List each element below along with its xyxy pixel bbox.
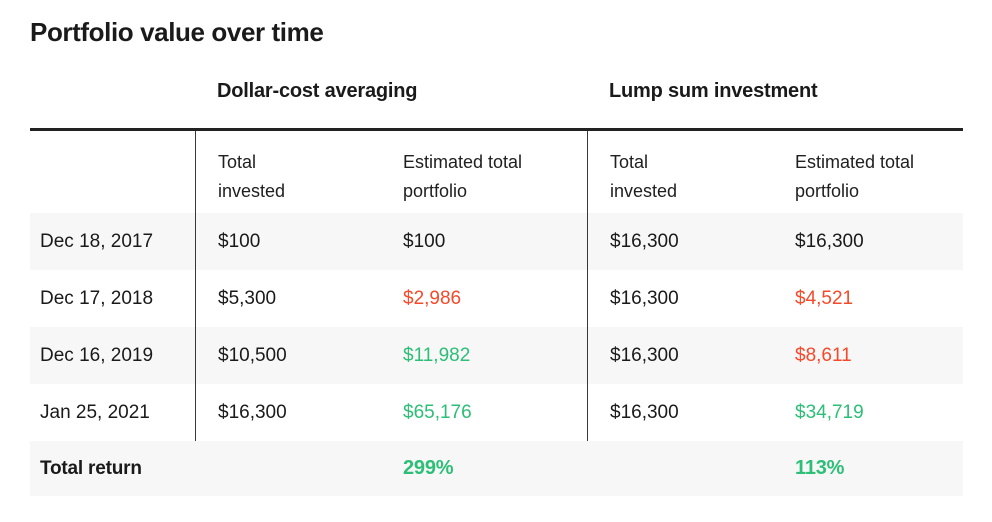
- table-row: Dec 18, 2017 $100 $100 $16,300 $16,300: [30, 213, 963, 270]
- page: Portfolio value over time Dollar-cost av…: [30, 17, 963, 496]
- lump-estimated-portfolio-value: $8,611: [795, 344, 852, 366]
- dca-total-invested-value: $100: [195, 213, 381, 270]
- page-title: Portfolio value over time: [30, 17, 324, 47]
- row-date: Dec 16, 2019: [40, 344, 154, 366]
- total-return-spacer: [587, 441, 773, 496]
- lump-estimated-portfolio-header: Estimated total portfolio: [773, 131, 963, 213]
- group-header-spacer: [30, 80, 195, 128]
- column-header-label: Total invested: [610, 152, 678, 201]
- dca-total-invested-value: $16,300: [195, 384, 381, 441]
- lump-total-invested-value: $16,300: [587, 213, 773, 270]
- group-header-row: Dollar-cost averaging Lump sum investmen…: [30, 80, 963, 128]
- row-date: Dec 18, 2017: [40, 230, 154, 252]
- table-row: Dec 16, 2019 $10,500 $11,982 $16,300 $8,…: [30, 327, 963, 384]
- total-return-label: Total return: [40, 457, 142, 479]
- dca-total-invested-value: $5,300: [195, 270, 381, 327]
- dca-estimated-portfolio-value: $65,176: [403, 401, 472, 423]
- lump-total-invested-value: $16,300: [587, 327, 773, 384]
- column-header-row: Total invested Estimated total portfolio…: [30, 128, 963, 213]
- table-row: Jan 25, 2021 $16,300 $65,176 $16,300 $34…: [30, 384, 963, 441]
- dca-estimated-portfolio-value: $2,986: [403, 287, 462, 309]
- dca-total-invested-header: Total invested: [195, 131, 381, 213]
- lump-estimated-portfolio-value: $16,300: [795, 230, 864, 252]
- portfolio-comparison-table: Dollar-cost averaging Lump sum investmen…: [30, 80, 963, 496]
- column-header-label: Estimated total portfolio: [403, 152, 523, 201]
- table-row: Dec 17, 2018 $5,300 $2,986 $16,300 $4,52…: [30, 270, 963, 327]
- column-header-label: Estimated total portfolio: [795, 152, 915, 201]
- total-return-row: Total return 299% 113%: [30, 441, 963, 496]
- dca-estimated-portfolio-header: Estimated total portfolio: [381, 131, 587, 213]
- dca-estimated-portfolio-value: $100: [403, 230, 446, 252]
- lump-total-return-value: 113%: [795, 457, 845, 479]
- row-date: Jan 25, 2021: [40, 401, 150, 423]
- lump-total-invested-value: $16,300: [587, 270, 773, 327]
- lump-estimated-portfolio-value: $4,521: [795, 287, 854, 309]
- dca-estimated-portfolio-value: $11,982: [403, 344, 471, 366]
- lump-estimated-portfolio-value: $34,719: [795, 401, 864, 423]
- row-date: Dec 17, 2018: [40, 287, 154, 309]
- group-header-lump-sum-investment: Lump sum investment: [609, 80, 818, 102]
- date-column-header: [30, 131, 195, 213]
- lump-total-invested-header: Total invested: [587, 131, 773, 213]
- group-header-dollar-cost-averaging: Dollar-cost averaging: [217, 80, 418, 102]
- dca-total-invested-value: $10,500: [195, 327, 381, 384]
- column-header-label: Total invested: [218, 152, 286, 201]
- total-return-spacer: [195, 441, 381, 496]
- lump-total-invested-value: $16,300: [587, 384, 773, 441]
- dca-total-return-value: 299%: [403, 457, 454, 479]
